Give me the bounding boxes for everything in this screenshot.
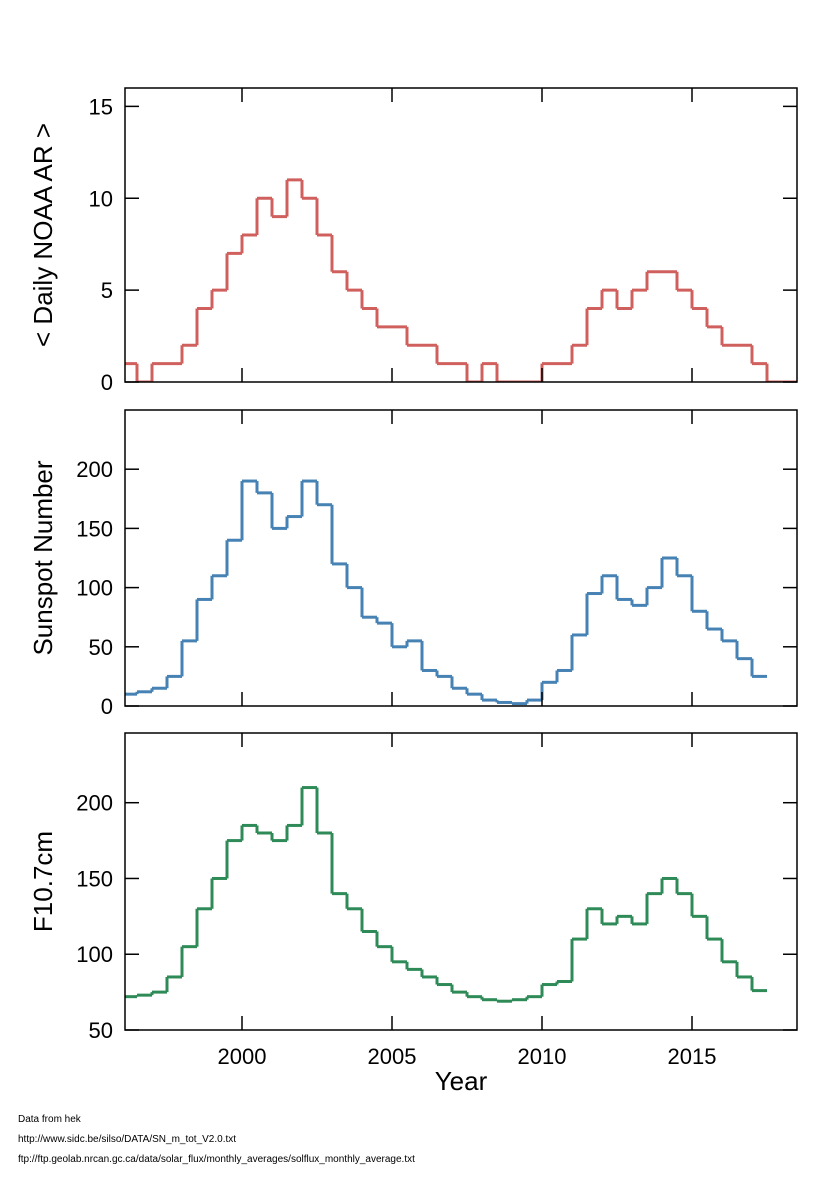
x-tick-label: 2000	[218, 1044, 267, 1069]
y-tick-label: 50	[89, 635, 113, 660]
footnote: Data from hek	[18, 1114, 82, 1125]
y-axis-label: Sunspot Number	[28, 460, 58, 655]
y-tick-label: 0	[101, 694, 113, 719]
plot-frame	[124, 87, 798, 383]
x-tick-label: 2005	[368, 1044, 417, 1069]
y-tick-label: 100	[76, 942, 113, 967]
plot-frame	[124, 409, 798, 707]
y-tick-label: 0	[101, 370, 113, 395]
plot-frame	[124, 732, 798, 1031]
y-tick-label: 200	[76, 457, 113, 482]
footnote: ftp://ftp.geolab.nrcan.gc.ca/data/solar_…	[18, 1154, 415, 1165]
series-group	[125, 178, 797, 382]
y-tick-label: 50	[89, 1018, 113, 1043]
y-tick-label: 10	[89, 186, 113, 211]
y-tick-label: 15	[89, 94, 113, 119]
x-axis-label: Year	[435, 1066, 488, 1096]
x-tick-label: 2010	[518, 1044, 567, 1069]
x-tick-label: 2015	[668, 1044, 717, 1069]
footnote: http://www.sidc.be/silso/DATA/SN_m_tot_V…	[18, 1134, 236, 1145]
y-tick-label: 150	[76, 866, 113, 891]
y-tick-label: 150	[76, 516, 113, 541]
series-group	[125, 786, 767, 1003]
y-tick-label: 100	[76, 576, 113, 601]
y-tick-label: 200	[76, 791, 113, 816]
y-axis-label: F10.7cm	[28, 831, 58, 932]
y-axis-label: < Daily NOAA AR >	[28, 123, 58, 347]
series-group	[125, 479, 767, 706]
y-tick-label: 5	[101, 278, 113, 303]
